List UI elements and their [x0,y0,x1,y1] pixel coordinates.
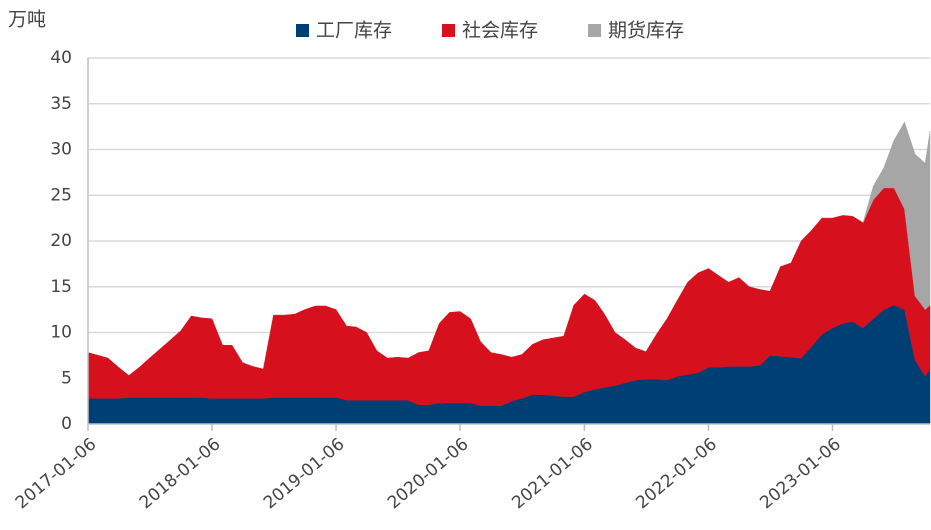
y-tick-label: 40 [50,48,72,68]
area [862,121,931,310]
y-tick-label: 0 [61,414,72,434]
legend-label: 期货库存 [608,20,684,42]
y-tick-label: 25 [50,185,72,205]
y-tick-label: 10 [50,323,72,343]
y-axis-label: 万吨 [8,9,46,31]
x-tick-label: 2023-01-06 [756,434,845,513]
y-tick-label: 30 [50,140,72,160]
y-tick-label: 15 [50,277,72,297]
x-tick-label: 2018-01-06 [136,434,225,513]
x-tick-label: 2021-01-06 [508,434,597,513]
x-tick-label: 2019-01-06 [260,434,349,513]
legend-swatch [588,24,602,37]
legend-label: 社会库存 [462,20,538,42]
legend-swatch [442,24,456,37]
x-tick-label: 2020-01-06 [384,434,473,513]
x-tick-label: 2017-01-06 [12,434,101,513]
x-tick-label: 2022-01-06 [632,434,721,513]
y-tick-label: 35 [50,94,72,114]
y-tick-label: 5 [61,368,72,388]
y-tick-label: 20 [50,231,72,251]
legend: 工厂库存 社会库存 期货库存 [296,20,684,42]
area [87,187,931,406]
legend-swatch [296,24,309,37]
legend-label: 工厂库存 [316,20,392,42]
